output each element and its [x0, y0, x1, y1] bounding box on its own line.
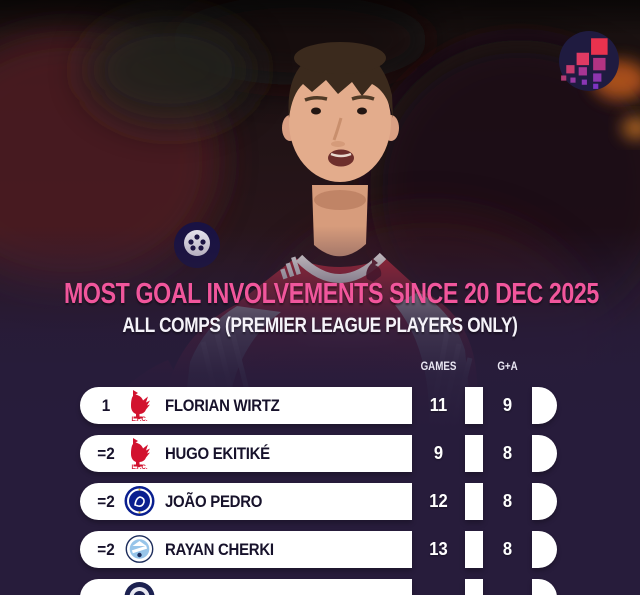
player-pill	[80, 579, 412, 595]
svg-text:L.F.C.: L.F.C.	[132, 417, 148, 423]
club-badge-chelsea-icon	[124, 486, 155, 516]
games-value: 12	[429, 491, 448, 511]
ga-value	[485, 579, 530, 595]
brand-logo-icon	[559, 31, 619, 91]
ga-value: 8	[502, 539, 513, 559]
games-value: 11	[429, 395, 448, 415]
player-pill: =2 L.F.C. HUGO EKITIKÉ	[80, 435, 412, 472]
club-badge-man-city-icon	[124, 534, 155, 564]
row-divider	[465, 531, 483, 568]
svg-text:L.F.C.: L.F.C.	[132, 465, 148, 471]
club-badge-unknown-icon	[124, 582, 155, 595]
player-name: RAYAN CHERKI	[165, 539, 274, 559]
row-divider	[465, 387, 483, 424]
player-name: FLORIAN WIRTZ	[165, 395, 280, 415]
player-pill: 1 L.F.C. FLORIAN WIRTZ	[80, 387, 412, 424]
table-row: =2 JOÃO PEDRO 12 8	[80, 483, 557, 520]
column-header-games: GAMES	[420, 361, 457, 373]
table-row-partial	[80, 579, 557, 595]
rank-label: =2	[97, 491, 115, 511]
column-header-ga: G+A	[497, 361, 518, 373]
row-end-cap	[532, 531, 557, 568]
club-badge-liverpool-icon: L.F.C.	[131, 390, 150, 423]
ga-value: 9	[502, 395, 513, 415]
page-title: MOST GOAL INVOLVEMENTS SINCE 20 DEC 2025	[64, 278, 599, 310]
games-value	[414, 579, 463, 595]
ga-value: 8	[502, 443, 513, 463]
table-row: 1 L.F.C. FLORIAN WIRTZ 11 9	[80, 387, 557, 424]
row-end-cap	[532, 387, 557, 424]
player-pill: =2 JOÃO PEDRO	[80, 483, 412, 520]
row-divider	[465, 483, 483, 520]
ga-value: 8	[502, 491, 513, 511]
row-divider	[465, 435, 483, 472]
player-name: JOÃO PEDRO	[165, 491, 263, 511]
row-end-cap	[532, 483, 557, 520]
rank-label: =2	[97, 539, 115, 559]
player-name: HUGO EKITIKÉ	[165, 443, 270, 463]
rank-label: 1	[101, 395, 111, 415]
ucl-starball-badge-icon	[174, 222, 220, 268]
table-row: =2 L.F.C. HUGO EKITIKÉ 9 8	[80, 435, 557, 472]
games-value: 13	[429, 539, 448, 559]
rank-label: =2	[97, 443, 115, 463]
player-pill: =2 RAYAN CHERKI	[80, 531, 412, 568]
table-row: =2 RAYAN CHERKI 13 8	[80, 531, 557, 568]
row-end-cap	[532, 579, 557, 595]
games-value: 9	[433, 443, 444, 463]
row-divider	[465, 579, 483, 595]
row-end-cap	[532, 435, 557, 472]
page-subtitle: ALL COMPS (PREMIER LEAGUE PLAYERS ONLY)	[122, 314, 518, 337]
leaderboard: 1 L.F.C. FLORIAN WIRTZ 11 9 =2 L.F.C. HU…	[80, 387, 557, 595]
club-badge-liverpool-icon: L.F.C.	[131, 438, 150, 471]
